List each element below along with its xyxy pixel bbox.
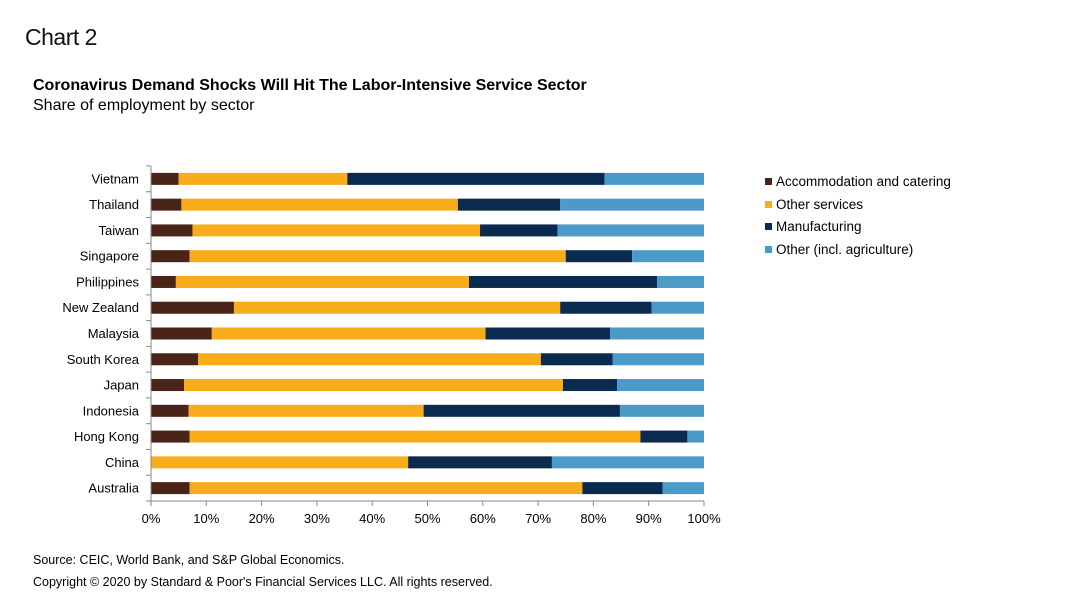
x-tick-label: 100% — [687, 511, 721, 526]
bar-segment-south-korea-s0 — [151, 353, 198, 366]
bar-segment-thailand-s3 — [560, 198, 704, 211]
category-label: Taiwan — [99, 223, 139, 238]
category-label: Japan — [104, 378, 139, 393]
bar-segment-china-s1 — [151, 456, 409, 469]
chart-number-label: Chart 2 — [25, 24, 97, 50]
bar-segment-taiwan-s2 — [480, 224, 558, 237]
bar-segment-taiwan-s0 — [151, 224, 193, 237]
legend-item: Manufacturing — [765, 215, 951, 238]
chart-title: Coronavirus Demand Shocks Will Hit The L… — [33, 77, 587, 94]
bar-segment-vietnam-s1 — [178, 172, 348, 185]
bar-segment-singapore-s3 — [632, 250, 704, 263]
x-tick-label: 40% — [359, 511, 385, 526]
bar-segment-indonesia-s2 — [423, 404, 620, 417]
bar-segment-philippines-s1 — [175, 275, 469, 288]
bar-segment-japan-s1 — [184, 379, 563, 392]
bar-segment-vietnam-s3 — [604, 172, 704, 185]
bar-segment-indonesia-s0 — [151, 404, 189, 417]
bar-segment-japan-s3 — [617, 379, 704, 392]
category-label: Singapore — [80, 249, 139, 264]
bar-segment-indonesia-s3 — [619, 404, 704, 417]
bar-segment-new-zealand-s1 — [233, 301, 561, 314]
legend-item: Other services — [765, 193, 951, 216]
bar-segment-philippines-s0 — [151, 275, 176, 288]
legend-swatch — [765, 223, 772, 231]
bar-segment-malaysia-s1 — [211, 327, 486, 340]
copyright-note: Copyright © 2020 by Standard & Poor's Fi… — [33, 575, 493, 589]
bar-segment-china-s2 — [408, 456, 552, 469]
category-label: Hong Kong — [74, 429, 139, 444]
bar-segment-hong-kong-s3 — [687, 430, 704, 443]
bar-segment-hong-kong-s1 — [189, 430, 641, 443]
bar-segment-new-zealand-s3 — [651, 301, 704, 314]
category-label: Indonesia — [83, 403, 140, 418]
x-tick-label: 70% — [525, 511, 551, 526]
bar-segment-philippines-s3 — [657, 275, 704, 288]
x-tick-label: 50% — [414, 511, 440, 526]
chart-legend: Accommodation and catering Other services… — [765, 170, 951, 261]
bar-segment-australia-s3 — [662, 482, 704, 495]
legend-swatch — [765, 200, 772, 208]
category-label: Philippines — [76, 274, 139, 289]
bar-segment-thailand-s2 — [457, 198, 561, 211]
category-label: Australia — [88, 481, 139, 496]
bar-segment-malaysia-s3 — [609, 327, 704, 340]
category-label: China — [105, 455, 140, 470]
bar-segment-philippines-s2 — [468, 275, 657, 288]
legend-item: Accommodation and catering — [765, 170, 951, 193]
legend-item: Other (incl. agriculture) — [765, 238, 951, 261]
category-label: South Korea — [67, 352, 140, 367]
x-tick-label: 90% — [636, 511, 662, 526]
bar-segment-china-s3 — [551, 456, 704, 469]
category-label: Thailand — [89, 197, 139, 212]
bar-segment-singapore-s1 — [189, 250, 566, 263]
legend-label: Other (incl. agriculture) — [776, 241, 914, 257]
x-tick-label: 10% — [193, 511, 219, 526]
chart-subtitle: Share of employment by sector — [33, 97, 255, 114]
legend-label: Manufacturing — [776, 219, 862, 235]
bar-segment-hong-kong-s2 — [640, 430, 688, 443]
bar-segment-singapore-s0 — [151, 250, 190, 263]
category-label: New Zealand — [62, 300, 139, 315]
category-label: Vietnam — [92, 171, 139, 186]
bar-segment-australia-s1 — [189, 482, 583, 495]
bar-segment-thailand-s1 — [181, 198, 458, 211]
x-tick-label: 30% — [304, 511, 330, 526]
bar-segment-new-zealand-s2 — [560, 301, 652, 314]
bar-segment-vietnam-s0 — [151, 172, 179, 185]
bar-segment-japan-s2 — [562, 379, 618, 392]
x-tick-label: 20% — [249, 511, 275, 526]
x-tick-label: 80% — [580, 511, 606, 526]
source-note: Source: CEIC, World Bank, and S&P Global… — [33, 553, 345, 567]
category-label: Malaysia — [88, 326, 140, 341]
bar-segment-taiwan-s1 — [192, 224, 481, 237]
bar-segment-singapore-s2 — [565, 250, 633, 263]
bar-segment-australia-s0 — [151, 482, 190, 495]
bar-segment-new-zealand-s0 — [151, 301, 234, 314]
x-tick-label: 60% — [470, 511, 496, 526]
legend-label: Accommodation and catering — [776, 173, 951, 189]
legend-swatch — [765, 177, 772, 185]
bar-segment-thailand-s0 — [151, 198, 182, 211]
bar-segment-malaysia-s0 — [151, 327, 212, 340]
bar-segment-south-korea-s3 — [612, 353, 704, 366]
bar-segment-vietnam-s2 — [347, 172, 605, 185]
bar-segment-taiwan-s3 — [557, 224, 704, 237]
bar-segment-indonesia-s1 — [188, 404, 424, 417]
bar-segment-south-korea-s1 — [198, 353, 541, 366]
bar-segment-australia-s2 — [582, 482, 663, 495]
bar-segment-japan-s0 — [151, 379, 185, 392]
x-tick-label: 0% — [142, 511, 161, 526]
legend-label: Other services — [776, 196, 864, 212]
legend-swatch — [765, 245, 772, 253]
bar-segment-south-korea-s2 — [540, 353, 613, 366]
bar-segment-hong-kong-s0 — [151, 430, 190, 443]
bar-segment-malaysia-s2 — [485, 327, 610, 340]
